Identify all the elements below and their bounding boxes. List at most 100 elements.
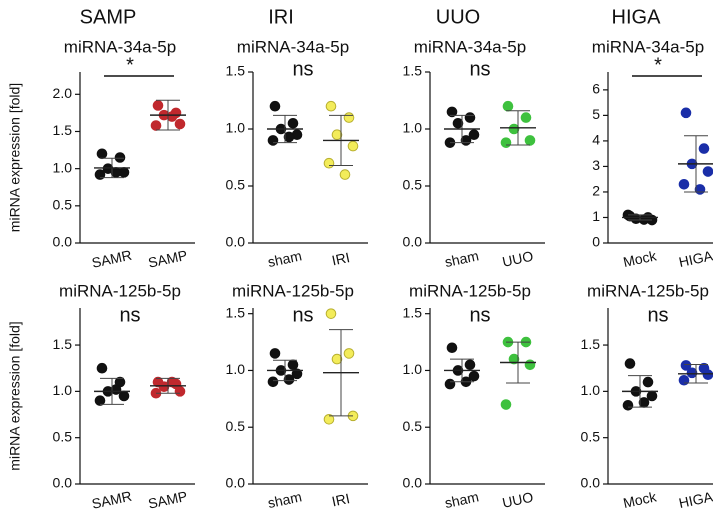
data-point bbox=[464, 359, 476, 371]
data-point bbox=[343, 112, 355, 123]
y-tick-label: 0.5 bbox=[53, 197, 73, 213]
y-tick-label: 0.0 bbox=[403, 234, 423, 250]
significance: * bbox=[654, 54, 662, 76]
data-point bbox=[446, 106, 458, 118]
y-tick-label: 1.0 bbox=[581, 382, 601, 398]
significance: * bbox=[126, 54, 134, 76]
y-tick-label: 0.5 bbox=[226, 177, 246, 193]
data-point bbox=[166, 376, 178, 388]
x-tick-label: sham bbox=[443, 488, 480, 511]
data-point bbox=[269, 348, 281, 359]
data-point bbox=[622, 399, 634, 411]
panel-title: miRNA-125b-5p bbox=[587, 281, 709, 300]
data-point bbox=[96, 148, 108, 160]
data-point bbox=[174, 118, 186, 130]
y-axis-label: miRNA expression [fold] bbox=[7, 321, 23, 470]
data-point bbox=[520, 112, 532, 123]
y-tick-label: 1.5 bbox=[226, 304, 246, 320]
data-point bbox=[638, 397, 650, 408]
data-point bbox=[150, 120, 162, 131]
panel-title: miRNA-125b-5p bbox=[59, 281, 181, 300]
data-point bbox=[698, 143, 710, 154]
data-point bbox=[331, 353, 343, 365]
data-point bbox=[624, 358, 636, 369]
y-tick-label: 1 bbox=[592, 208, 600, 224]
data-point bbox=[323, 157, 335, 169]
significance: ns bbox=[292, 304, 313, 326]
x-tick-label: Mock bbox=[622, 488, 659, 511]
panel-title: miRNA-34a-5p bbox=[237, 37, 349, 56]
data-point bbox=[287, 359, 299, 371]
x-tick-label: SAMP bbox=[147, 247, 189, 271]
data-point bbox=[158, 381, 170, 393]
x-tick-label: SAMR bbox=[90, 247, 133, 271]
data-point bbox=[524, 135, 536, 146]
y-tick-label: 2 bbox=[592, 183, 600, 199]
y-tick-label: 1.0 bbox=[53, 382, 73, 398]
y-tick-label: 1.0 bbox=[226, 120, 246, 136]
data-point bbox=[686, 367, 698, 379]
y-tick-label: 5 bbox=[592, 106, 600, 122]
y-tick-label: 1.0 bbox=[403, 120, 423, 136]
data-point bbox=[502, 100, 514, 112]
y-tick-label: 0.0 bbox=[53, 234, 73, 250]
significance: ns bbox=[647, 304, 668, 326]
data-point bbox=[646, 390, 658, 402]
y-tick-label: 0.0 bbox=[53, 475, 73, 491]
data-point bbox=[94, 169, 106, 180]
y-tick-label: 3 bbox=[592, 157, 600, 173]
column-title: SAMP bbox=[80, 6, 137, 28]
data-point bbox=[678, 178, 690, 190]
data-point bbox=[452, 118, 464, 129]
x-tick-label: SAMR bbox=[90, 488, 133, 512]
y-tick-label: 1.5 bbox=[581, 336, 601, 352]
data-point bbox=[118, 390, 130, 402]
significance: ns bbox=[292, 58, 313, 80]
data-point bbox=[339, 169, 351, 180]
x-tick-label: IRI bbox=[330, 490, 351, 509]
column-title: IRI bbox=[268, 6, 294, 28]
data-point bbox=[446, 342, 458, 354]
y-tick-label: 0.5 bbox=[53, 428, 73, 444]
x-tick-label: UUO bbox=[501, 248, 535, 270]
data-point bbox=[460, 135, 472, 146]
y-tick-label: 1.0 bbox=[226, 361, 246, 377]
data-point bbox=[283, 374, 295, 385]
data-point bbox=[166, 111, 178, 122]
data-point bbox=[464, 112, 476, 123]
data-point bbox=[343, 348, 355, 359]
data-point bbox=[96, 362, 108, 374]
data-point bbox=[468, 370, 480, 382]
y-tick-label: 1.5 bbox=[226, 63, 246, 79]
panel-title: miRNA-125b-5p bbox=[409, 281, 531, 300]
data-point bbox=[114, 152, 126, 163]
data-point bbox=[678, 374, 690, 386]
data-point bbox=[267, 376, 279, 388]
y-tick-label: 1.5 bbox=[53, 336, 73, 352]
data-point bbox=[524, 359, 536, 371]
data-point bbox=[347, 140, 359, 152]
x-tick-label: sham bbox=[443, 247, 480, 270]
data-point bbox=[283, 131, 295, 143]
column-title: UUO bbox=[436, 6, 480, 28]
y-tick-label: 1.0 bbox=[53, 159, 73, 175]
y-tick-label: 0.0 bbox=[226, 475, 246, 491]
data-point bbox=[702, 369, 713, 380]
y-tick-label: 0.5 bbox=[226, 418, 246, 434]
data-point bbox=[287, 118, 299, 129]
x-tick-label: HIGA bbox=[677, 247, 713, 270]
x-tick-label: sham bbox=[266, 247, 303, 270]
panel-title: miRNA-34a-5p bbox=[592, 37, 704, 56]
y-tick-label: 4 bbox=[592, 132, 600, 148]
x-tick-label: Mock bbox=[622, 247, 659, 270]
data-point bbox=[94, 395, 106, 406]
y-tick-label: 1.0 bbox=[403, 361, 423, 377]
data-point bbox=[325, 308, 337, 319]
data-point bbox=[323, 413, 335, 425]
data-point bbox=[642, 376, 654, 388]
significance: ns bbox=[469, 58, 490, 80]
data-point bbox=[291, 368, 303, 380]
data-point bbox=[638, 214, 650, 225]
y-tick-label: 1.5 bbox=[403, 63, 423, 79]
